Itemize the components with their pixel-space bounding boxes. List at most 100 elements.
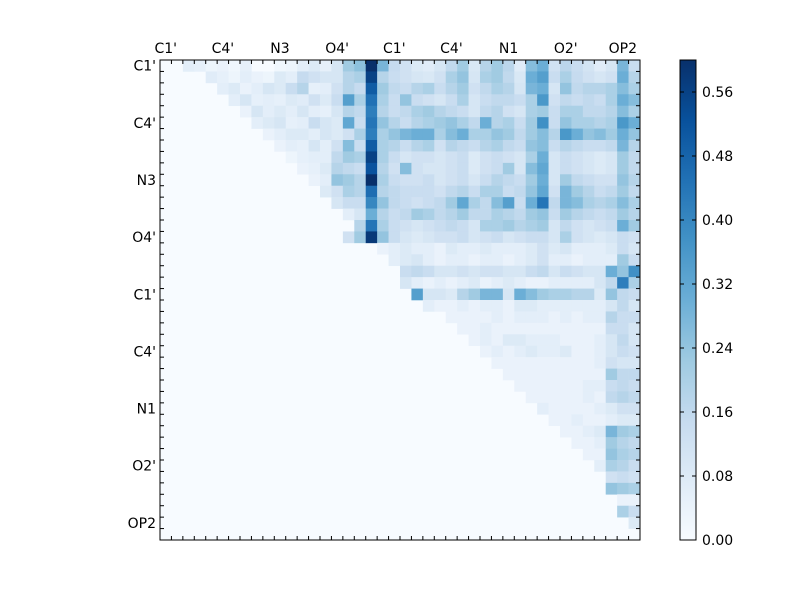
heatmap-cell [537, 117, 549, 129]
heatmap-cell [457, 60, 469, 72]
heatmap-cell [491, 105, 504, 118]
heatmap-cell [445, 208, 458, 221]
heatmap-cell [400, 231, 412, 244]
heatmap-cell [560, 425, 572, 438]
heatmap-cell [605, 60, 618, 72]
heatmap-cell [571, 402, 584, 415]
heatmap-cell [537, 185, 549, 198]
heatmap-cell [434, 117, 447, 129]
heatmap-cell [628, 60, 641, 72]
heatmap-cell [537, 82, 549, 95]
heatmap-cell [342, 151, 355, 164]
heatmap-cell [445, 151, 458, 164]
heatmap-cell [571, 220, 584, 232]
heatmap-cell [628, 151, 641, 164]
heatmap-cell [480, 231, 492, 244]
heatmap-cell [331, 117, 344, 129]
heatmap-cell [582, 311, 595, 324]
heatmap-cell [525, 71, 538, 84]
heatmap-cell [388, 242, 401, 255]
heatmap-cell [582, 345, 595, 358]
heatmap-cell [491, 220, 504, 232]
heatmap-cell [468, 162, 481, 175]
heatmap-cell [548, 60, 561, 72]
heatmap-cell [285, 105, 298, 118]
heatmap-cell [365, 151, 378, 164]
heatmap-cell [628, 231, 641, 244]
heatmap-cell [445, 242, 458, 255]
heatmap-cell [617, 174, 629, 187]
heatmap-cell [445, 128, 458, 141]
heatmap-cell [582, 242, 595, 255]
heatmap-cell [605, 117, 618, 129]
heatmap-cell [491, 300, 504, 312]
heatmap-cell [628, 288, 641, 301]
heatmap-cell [548, 185, 561, 198]
heatmap-cell [445, 174, 458, 187]
heatmap-cell [502, 71, 515, 84]
heatmap-cell [560, 94, 572, 107]
heatmap-cell [285, 151, 298, 164]
heatmap-cell [537, 345, 549, 358]
heatmap-cell [514, 162, 527, 175]
heatmap-cell [571, 425, 584, 438]
heatmap-cell [480, 300, 492, 312]
heatmap-cell [525, 265, 538, 278]
heatmap-cell [548, 117, 561, 129]
heatmap-cell [400, 60, 412, 72]
heatmap-cell [605, 471, 618, 484]
heatmap-cell [537, 60, 549, 72]
heatmap-cell [434, 140, 447, 152]
heatmap-cell [628, 162, 641, 175]
heatmap-cell [434, 162, 447, 175]
heatmap-cell [594, 162, 607, 175]
heatmap-cell [594, 288, 607, 301]
heatmap-cell [365, 231, 378, 244]
heatmap-cell [285, 71, 298, 84]
heatmap-cell [491, 94, 504, 107]
heatmap-cell [205, 71, 218, 84]
heatmap-cell [525, 117, 538, 129]
heatmap-cell [628, 105, 641, 118]
heatmap-cell [377, 140, 389, 152]
heatmap-cell [445, 60, 458, 72]
heatmap-cell [377, 94, 389, 107]
heatmap-cell [411, 117, 424, 129]
heatmap-cell [422, 254, 435, 267]
heatmap-cell [320, 117, 332, 129]
heatmap-cell [491, 345, 504, 358]
heatmap-cell [434, 105, 447, 118]
heatmap-cell [560, 254, 572, 267]
heatmap-cell [617, 357, 629, 369]
colorbar-tick-label: 0.56 [702, 85, 733, 101]
heatmap-cell [342, 185, 355, 198]
heatmap-cell [514, 357, 527, 369]
heatmap-cell [457, 71, 469, 84]
heatmap-cell [628, 220, 641, 232]
heatmap-cell [262, 71, 275, 84]
heatmap-cell [365, 220, 378, 232]
heatmap-cell [560, 208, 572, 221]
heatmap-cell [560, 334, 572, 347]
heatmap-cell [285, 128, 298, 141]
heatmap-cell [422, 128, 435, 141]
heatmap-cell [331, 60, 344, 72]
heatmap-cell [491, 311, 504, 324]
heatmap-cell [502, 162, 515, 175]
heatmap-cell [628, 460, 641, 472]
heatmap-cell [308, 128, 321, 141]
heatmap-cell [331, 197, 344, 209]
heatmap-cell [514, 242, 527, 255]
heatmap-cell [605, 322, 618, 335]
heatmap-cell [537, 242, 549, 255]
heatmap-cell [457, 288, 469, 301]
heatmap-cell [377, 220, 389, 232]
heatmap-cell [582, 448, 595, 461]
heatmap-cell [605, 242, 618, 255]
heatmap-cell [445, 254, 458, 267]
heatmap-cell [274, 105, 287, 118]
heatmap-cell [468, 277, 481, 289]
heatmap-cell [434, 128, 447, 141]
heatmap-cell [491, 162, 504, 175]
heatmap-cell [594, 448, 607, 461]
